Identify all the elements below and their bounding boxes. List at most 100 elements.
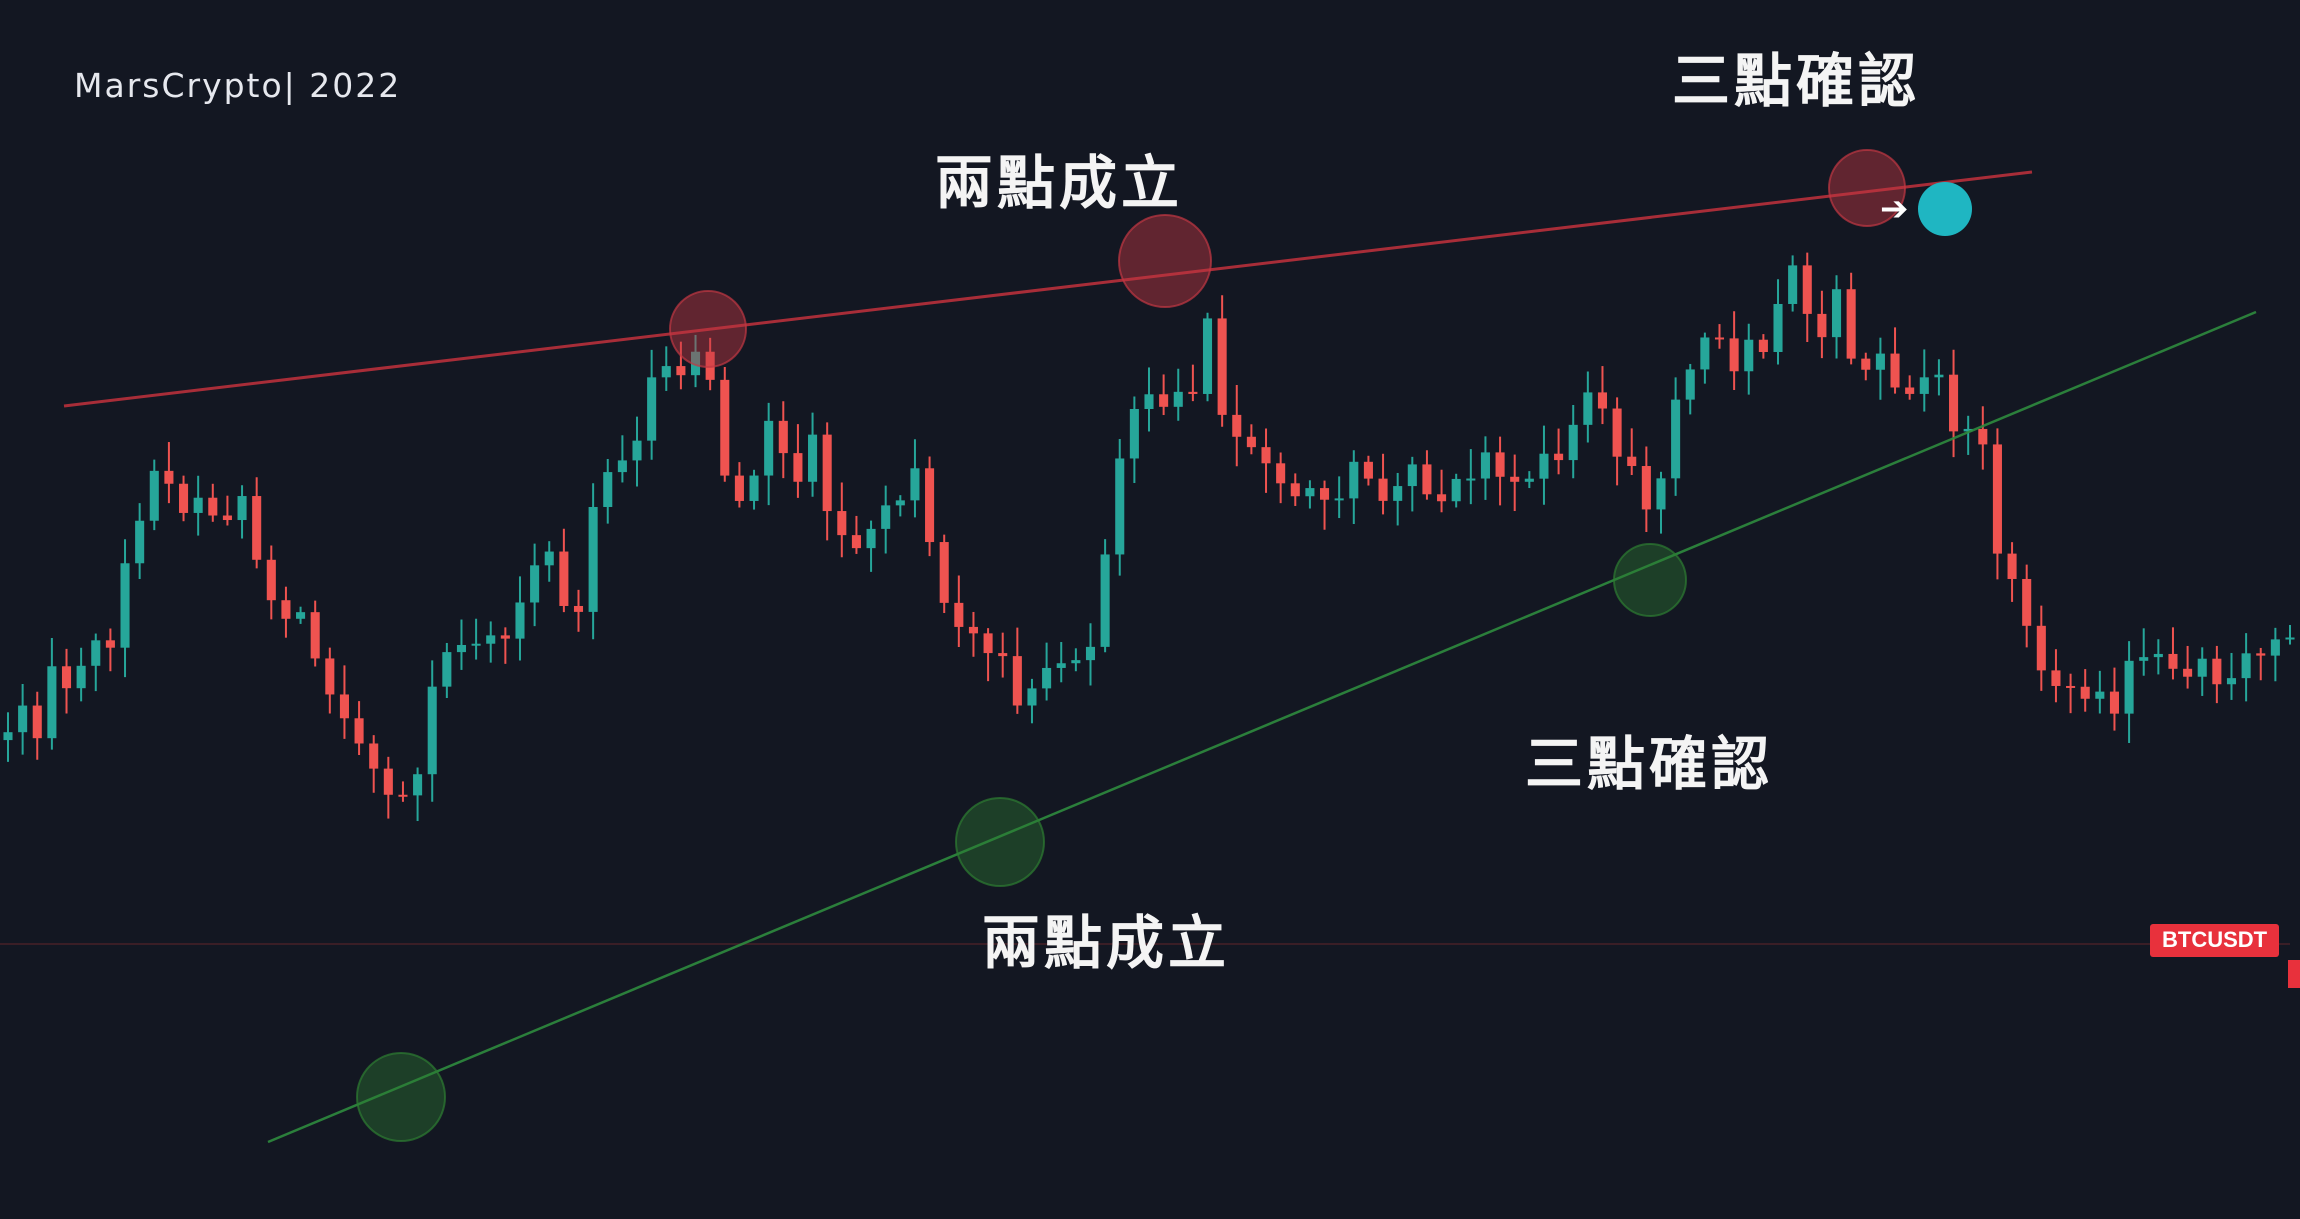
candle-body: [2139, 657, 2149, 661]
candle-body: [2080, 686, 2090, 699]
annotation-resistance-three-points: 三點確認: [1672, 47, 1921, 115]
candle-body: [1437, 494, 1447, 502]
candle-body: [559, 551, 569, 606]
candle-body: [1788, 265, 1798, 304]
candle-body: [281, 600, 291, 619]
candle-body: [193, 497, 203, 513]
support-touch-marker: [1613, 543, 1687, 617]
candle-body: [456, 644, 467, 653]
candle-body: [968, 626, 978, 634]
candle-body: [998, 653, 1008, 657]
candle-body: [1378, 478, 1388, 501]
candle-body: [61, 666, 72, 689]
candle-body: [881, 505, 891, 529]
candle-body: [18, 705, 28, 733]
annotation-support-three-points: 三點確認: [1525, 730, 1774, 798]
candle-body: [1407, 464, 1417, 487]
candle-body: [778, 420, 788, 454]
candle-body: [1510, 476, 1520, 482]
candle-body: [1656, 478, 1666, 510]
candle-body: [2095, 691, 2105, 699]
candle-body: [530, 565, 540, 603]
candle-body: [486, 635, 496, 644]
candle-body: [1027, 688, 1037, 706]
candle-body: [1685, 369, 1695, 400]
candle-body: [2197, 658, 2207, 677]
candle-body: [383, 768, 393, 795]
candle-body: [369, 743, 379, 769]
candle-body: [1129, 409, 1139, 459]
candle-body: [1539, 453, 1549, 479]
candle-body: [47, 666, 57, 739]
candle-body: [705, 351, 715, 380]
candle-body: [983, 633, 993, 654]
candle-body: [1056, 663, 1066, 668]
candle-body: [1627, 456, 1637, 467]
cursor-arrow-icon: ➔: [1880, 189, 1909, 229]
candle-body: [808, 434, 818, 482]
candle-body: [339, 694, 349, 719]
candle-body: [2256, 653, 2266, 656]
watermark: MarsCrypto| 2022: [74, 66, 402, 105]
candle-body: [573, 605, 584, 612]
candle-body: [32, 705, 42, 739]
resistance-touch-marker: [1118, 214, 1212, 308]
candle-body: [164, 470, 174, 484]
candle-body: [1451, 478, 1461, 502]
candle-body: [3, 732, 13, 741]
candle-body: [851, 535, 861, 549]
candle-body: [1583, 392, 1593, 425]
candle-body: [1949, 374, 1959, 432]
candle-body: [2036, 625, 2046, 671]
candle-body: [939, 542, 949, 603]
candle-body: [925, 468, 935, 543]
candle-body: [1217, 318, 1227, 415]
candle-body: [1554, 453, 1564, 461]
symbol-price-tag[interactable]: BTCUSDT: [2150, 924, 2280, 957]
candle-body: [822, 434, 832, 512]
annotation-support-two-points: 兩點成立: [982, 909, 1231, 977]
candle-body: [1875, 353, 1885, 370]
candle-body: [1758, 339, 1768, 352]
candle-body: [398, 794, 408, 797]
cursor-dot-icon[interactable]: [1918, 182, 1972, 236]
candle-body: [266, 559, 276, 601]
support-touch-marker: [955, 797, 1045, 887]
candle-body: [793, 453, 803, 482]
candle-body: [1831, 289, 1842, 338]
resistance-touch-marker: [1828, 149, 1906, 227]
candle-body: [1232, 414, 1242, 437]
support-touch-marker: [356, 1052, 446, 1142]
candle-body: [895, 500, 905, 506]
candle-body: [515, 602, 525, 639]
candle-body: [544, 551, 554, 566]
candle-body: [1422, 464, 1432, 495]
candle-body: [76, 665, 86, 689]
candle-body: [588, 506, 598, 612]
candle-body: [1144, 394, 1154, 410]
candle-body: [1729, 338, 1739, 372]
candle-body: [647, 377, 657, 441]
candle-body: [661, 366, 671, 378]
candle-body: [471, 643, 481, 646]
candle-body: [1861, 358, 1871, 370]
candle-body: [1744, 339, 1754, 372]
candle-body: [1524, 478, 1534, 482]
candle-body: [1905, 387, 1915, 394]
candle-body: [1159, 394, 1169, 407]
candle-body: [720, 379, 730, 476]
candle-body: [749, 475, 759, 501]
candle-body: [2168, 653, 2178, 669]
candle-body: [603, 472, 613, 507]
candle-body: [1919, 377, 1929, 394]
candle-body: [1202, 318, 1213, 394]
candle-body: [252, 496, 262, 560]
candle-body: [1978, 428, 1988, 445]
candle-body: [222, 515, 232, 521]
candle-body: [1320, 488, 1330, 500]
candle-body: [1992, 444, 2002, 554]
candle-body: [2109, 691, 2119, 714]
candle-body: [296, 612, 306, 619]
